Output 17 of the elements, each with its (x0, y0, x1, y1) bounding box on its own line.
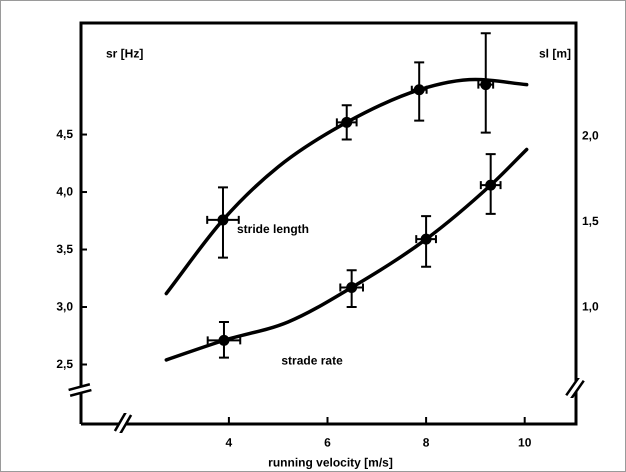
y-tick-label: 2,5 (56, 356, 74, 371)
y-axis-title: sr [Hz] (106, 46, 144, 60)
y2-tick-label: 2,0 (582, 128, 600, 142)
y-tick-label: 3,5 (56, 242, 74, 256)
y2-tick-label: 1,5 (582, 214, 600, 228)
y2-axis-title: sl [m] (538, 46, 571, 60)
y-tick-label: 4,0 (56, 184, 74, 198)
x-tick-label: 8 (422, 436, 430, 450)
x-tick-label: 4 (226, 436, 233, 450)
y-tick-label: 4,5 (56, 126, 74, 141)
text: strade rate (281, 353, 344, 368)
x-tick-label: 10 (518, 436, 532, 450)
x-tick-label: 6 (324, 436, 332, 450)
y2-tick-label: 1,0 (582, 300, 600, 314)
x-axis-title: running velocity [m/s] (268, 455, 393, 470)
y-tick-label: 3,0 (56, 299, 74, 314)
series-label: stride length (236, 222, 309, 236)
